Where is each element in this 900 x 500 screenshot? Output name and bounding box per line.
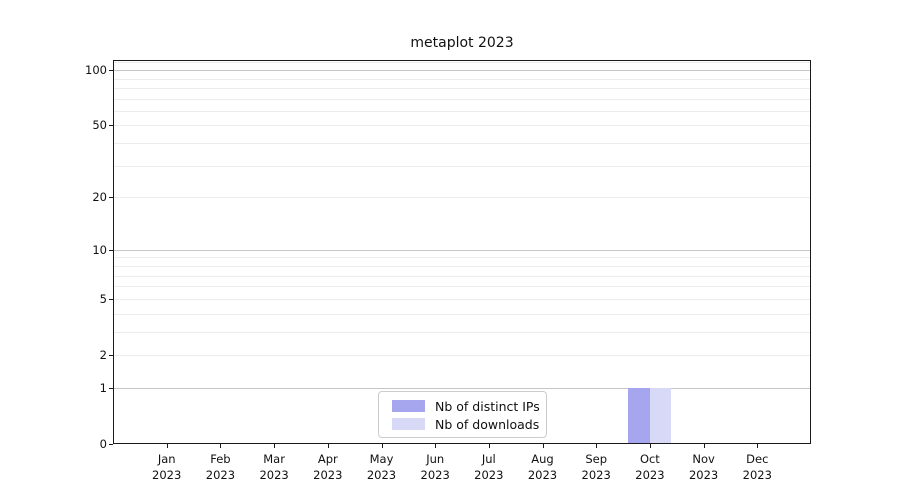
y-tick	[109, 70, 113, 71]
x-tick	[757, 444, 759, 448]
x-tick-label: Nov 2023	[688, 452, 719, 482]
y-tick	[109, 444, 113, 445]
y-gridline-minor	[114, 165, 810, 167]
y-gridline-minor	[114, 266, 810, 267]
y-gridline-minor	[114, 98, 810, 100]
x-tick-label: Aug 2023	[527, 452, 558, 482]
x-tick-label: Jan 2023	[152, 452, 182, 482]
y-gridline-minor	[114, 331, 810, 333]
y-gridline-minor	[114, 62, 810, 64]
x-tick-label: Mar 2023	[259, 452, 289, 482]
y-tick-label: 5	[99, 291, 107, 306]
y-gridline-minor	[114, 87, 810, 89]
y-tick-label: 2	[99, 348, 107, 362]
x-tick	[542, 444, 544, 448]
legend-item-distinct-ips: Nb of distinct IPs	[392, 398, 540, 414]
y-tick-label: 0	[99, 437, 107, 451]
y-gridline-minor	[114, 78, 810, 80]
y-gridline-minor	[114, 143, 810, 145]
y-gridline-minor	[114, 125, 810, 127]
bar-downloads	[649, 387, 672, 444]
x-tick-label: Dec 2023	[742, 452, 772, 482]
x-tick	[166, 444, 168, 448]
chart-title: metaplot 2023	[410, 35, 514, 51]
y-gridline-minor	[114, 110, 810, 112]
y-tick	[109, 355, 113, 356]
x-tick-label: Oct 2023	[635, 452, 665, 482]
legend: Nb of distinct IPs Nb of downloads	[378, 391, 547, 438]
y-gridline-major	[114, 70, 810, 71]
y-gridline-minor	[114, 313, 810, 315]
y-tick-label: 10	[92, 242, 107, 257]
x-tick-label: May 2023	[366, 452, 397, 482]
x-tick	[327, 444, 329, 448]
x-tick-label: Sep 2023	[581, 452, 611, 482]
y-gridline-major	[114, 387, 810, 389]
bar-distinct-ips	[628, 387, 650, 444]
y-tick-label: 1	[99, 380, 107, 395]
y-gridline-minor	[114, 298, 810, 300]
plot-area	[113, 60, 811, 444]
y-gridline-minor	[114, 275, 810, 277]
x-tick	[596, 444, 598, 448]
y-gridline-minor	[114, 257, 810, 259]
y-tick-label: 50	[92, 118, 107, 133]
x-tick	[220, 444, 222, 448]
legend-label-distinct-ips: Nb of distinct IPs	[435, 398, 540, 414]
x-tick-label: Feb 2023	[205, 452, 236, 482]
x-tick	[488, 444, 490, 448]
x-tick-label: Apr 2023	[313, 452, 343, 482]
y-tick	[109, 125, 113, 127]
y-gridline-minor	[114, 286, 810, 288]
y-gridline-minor	[114, 197, 810, 199]
x-tick	[274, 444, 276, 448]
y-gridline-minor	[114, 355, 810, 356]
y-tick	[109, 298, 113, 300]
y-tick	[109, 249, 113, 251]
y-tick-label: 100	[85, 63, 107, 77]
x-tick	[649, 444, 651, 448]
x-tick	[381, 444, 383, 448]
y-tick	[109, 197, 113, 199]
x-tick-label: Jul 2023	[474, 452, 504, 482]
legend-item-downloads: Nb of downloads	[392, 416, 540, 432]
y-gridline-major	[114, 249, 810, 251]
legend-label-downloads: Nb of downloads	[435, 416, 540, 432]
legend-swatch-distinct-ips-icon	[392, 400, 425, 412]
x-tick-label: Jun 2023	[420, 452, 450, 482]
y-tick-label: 20	[92, 190, 107, 205]
y-tick	[109, 387, 113, 389]
x-tick	[703, 444, 705, 448]
legend-swatch-downloads-icon	[392, 418, 425, 430]
x-tick	[435, 444, 437, 448]
